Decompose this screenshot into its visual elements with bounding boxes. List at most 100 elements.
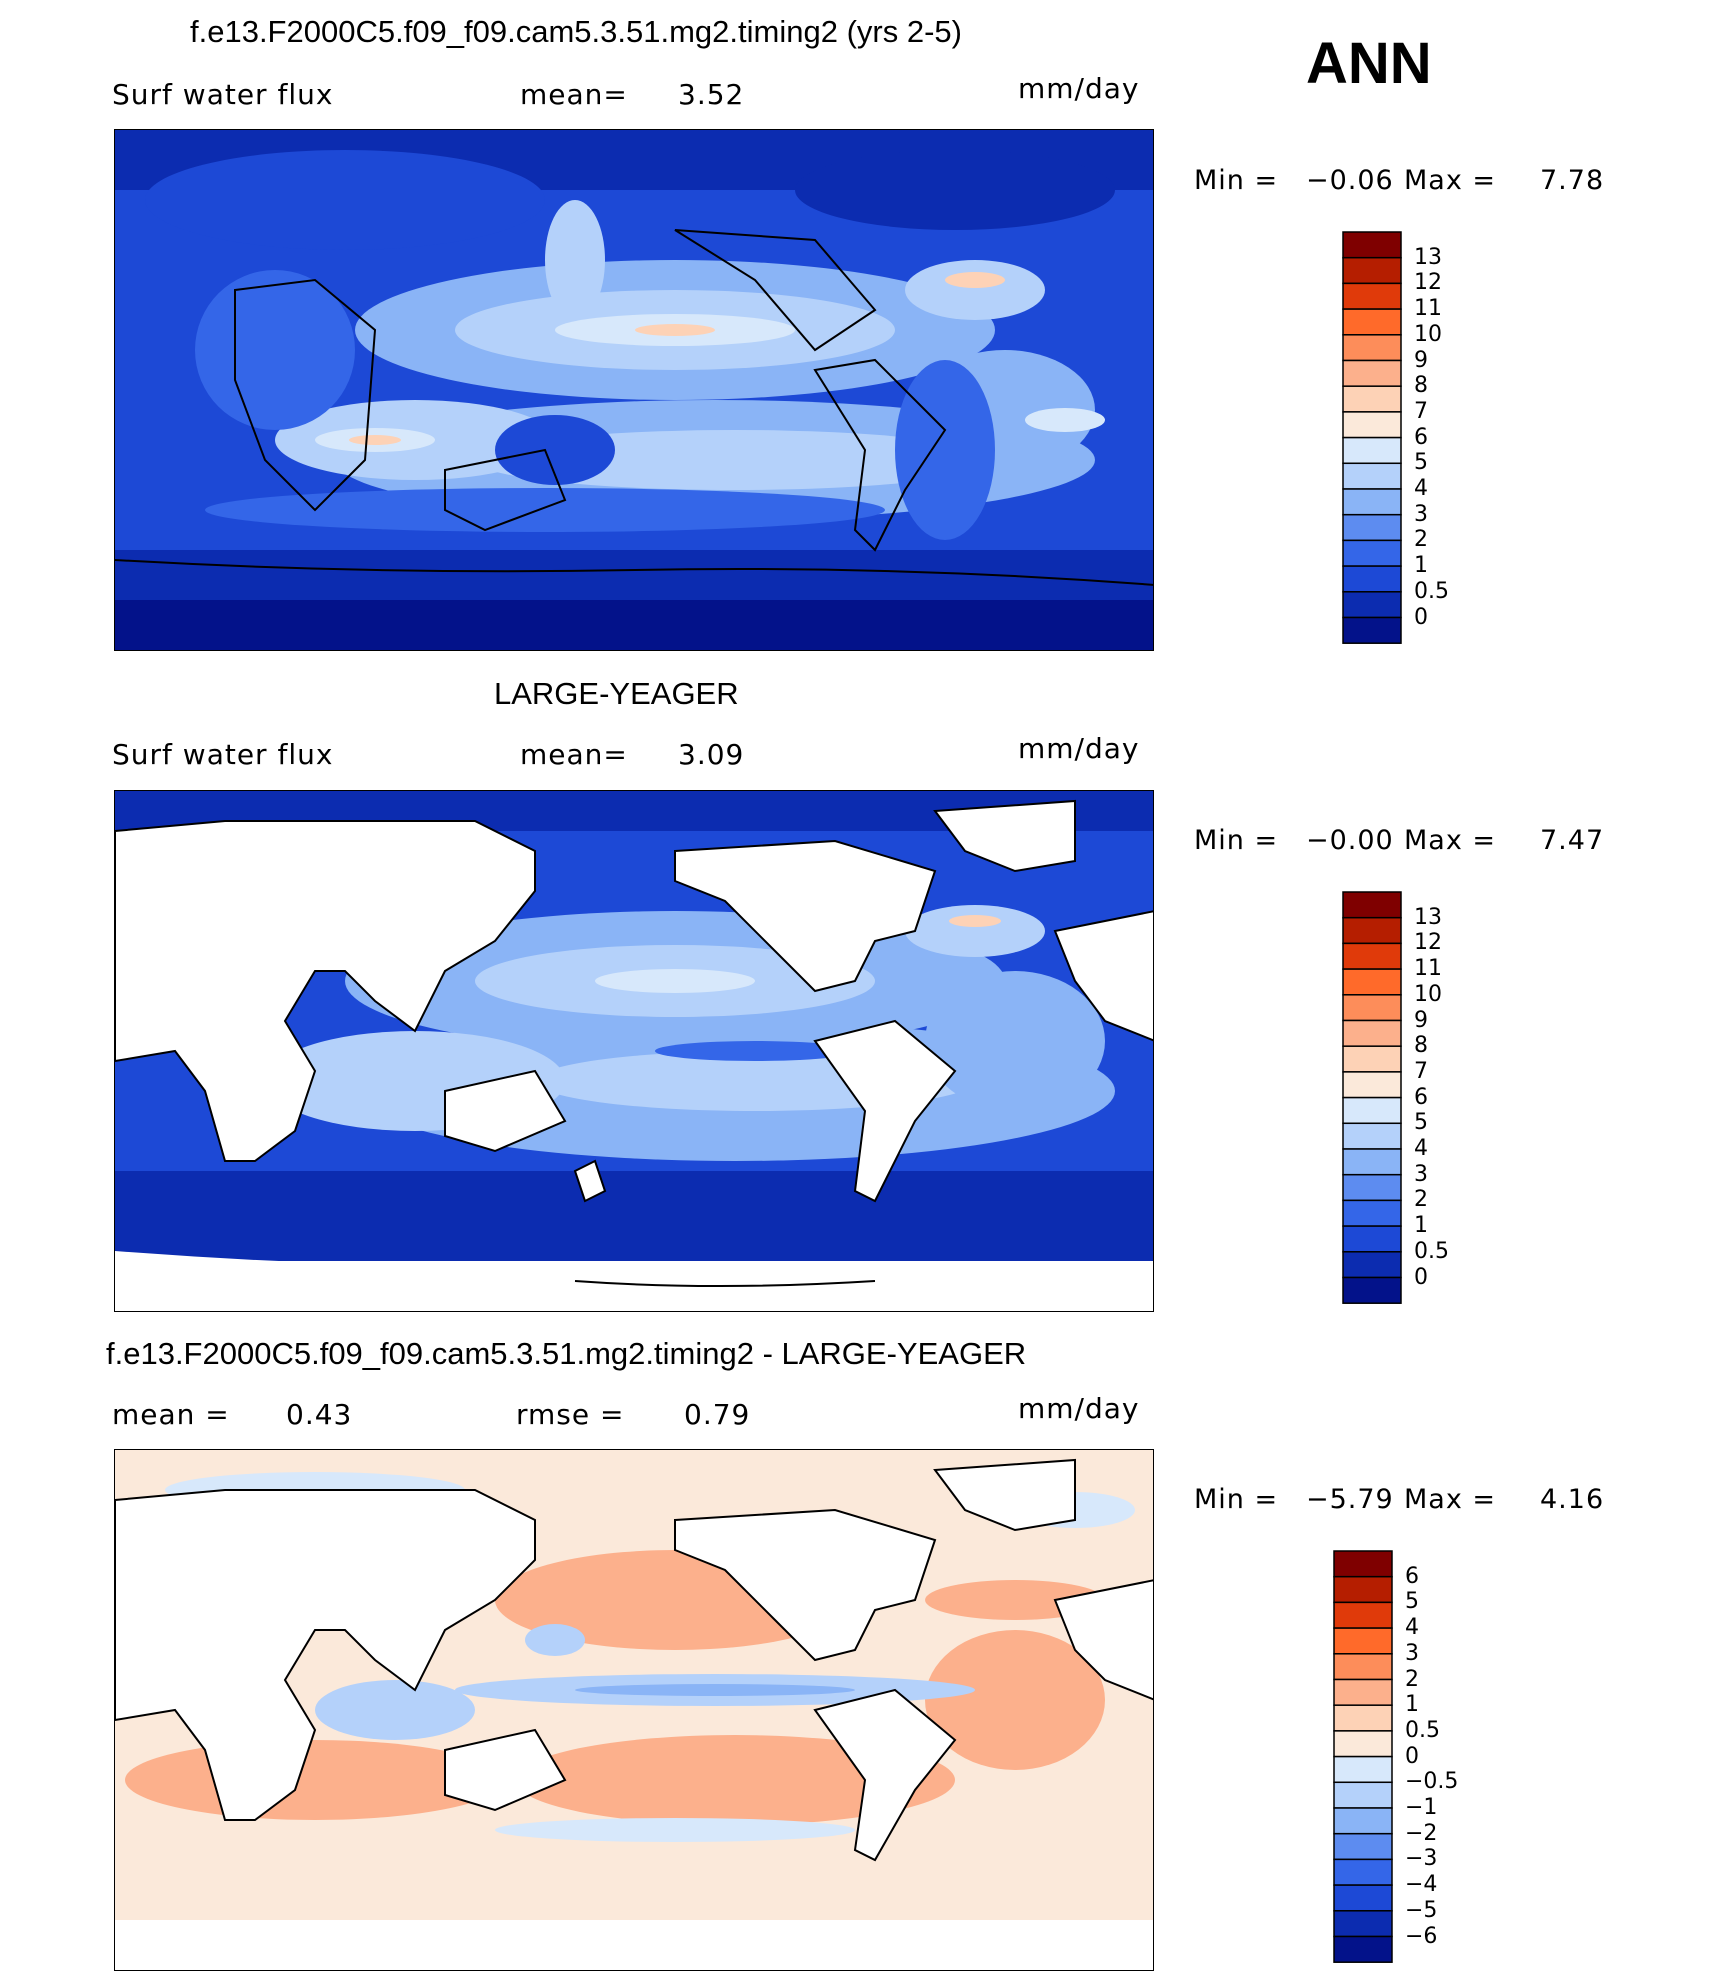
- colorbar-tick-label: −6: [1405, 1923, 1438, 1949]
- colorbar-swatch: [1333, 1678, 1393, 1706]
- colorbar-tick-label: 1: [1414, 1213, 1428, 1239]
- colorbar-swatch: [1342, 994, 1402, 1022]
- colorbar-tick-label: 2: [1405, 1666, 1419, 1692]
- panel1-max-label: Max =: [1404, 165, 1497, 196]
- colorbar-swatch: [1342, 916, 1402, 945]
- panel2-max-label: Max =: [1404, 825, 1497, 856]
- panel3-mean-value: 0.43: [286, 1398, 353, 1431]
- colorbar-tick-label: 6: [1414, 424, 1428, 450]
- colorbar-swatch: [1342, 1251, 1402, 1279]
- colorbar-swatch: [1333, 1730, 1393, 1758]
- panel3-rmse-value: 0.79: [684, 1398, 751, 1431]
- panel1-map: [114, 129, 1154, 651]
- colorbar-swatch: [1333, 1807, 1393, 1835]
- colorbar-tick-label: 6: [1414, 1084, 1428, 1110]
- colorbar-tick-label: 7: [1414, 1058, 1428, 1084]
- colorbar-tick-label: −5: [1405, 1897, 1438, 1923]
- panel1-mean-label: mean=: [520, 78, 628, 111]
- colorbar-swatch: [1333, 1755, 1393, 1784]
- panel1-max-value: 7.78: [1540, 165, 1605, 196]
- colorbar-swatch: [1342, 1096, 1402, 1125]
- colorbar-tick-label: 3: [1414, 1161, 1428, 1187]
- colorbar-tick-label: 12: [1414, 270, 1442, 296]
- colorbar-svg: [1333, 1550, 1393, 1963]
- panel3-min-label: Min =: [1194, 1484, 1279, 1515]
- colorbar-swatch: [1342, 282, 1402, 310]
- colorbar-swatch: [1342, 308, 1402, 336]
- colorbar-swatch: [1342, 359, 1402, 387]
- colorbar-tick-label: 13: [1414, 904, 1442, 930]
- colorbar-tick-label: 2: [1414, 527, 1428, 553]
- panel3-map-svg: [115, 1450, 1153, 1970]
- colorbar-swatch: [1342, 1199, 1402, 1227]
- colorbar-swatch: [1333, 1601, 1393, 1629]
- colorbar-swatch: [1342, 334, 1402, 362]
- panel3-min-value: −5.79: [1306, 1484, 1394, 1515]
- colorbar-swatch: [1333, 1627, 1393, 1655]
- colorbar-swatch: [1342, 488, 1402, 516]
- colorbar-tick-label: 3: [1414, 501, 1428, 527]
- colorbar-swatch: [1342, 231, 1402, 259]
- colorbar-swatch: [1342, 436, 1402, 465]
- panel2-map: [114, 790, 1154, 1312]
- colorbar-swatch: [1342, 616, 1402, 644]
- colorbar-tick-label: 0: [1414, 1264, 1428, 1290]
- colorbar-tick-label: 6: [1405, 1563, 1419, 1589]
- panel2-mean-label: mean=: [520, 738, 628, 771]
- colorbar-swatch: [1333, 1550, 1393, 1578]
- colorbar-swatch: [1342, 942, 1402, 970]
- colorbar-swatch: [1342, 411, 1402, 439]
- colorbar-tick-label: −3: [1405, 1846, 1438, 1872]
- colorbar-tick-label: 0: [1414, 604, 1428, 630]
- colorbar-tick-label: 7: [1414, 398, 1428, 424]
- colorbar-tick-label: 10: [1414, 321, 1442, 347]
- colorbar-tick-label: 0.5: [1405, 1717, 1440, 1743]
- panel2-mean-value: 3.09: [678, 738, 745, 771]
- season-label: ANN: [1306, 31, 1432, 96]
- panel1-map-svg: [115, 130, 1153, 650]
- panel1-min-value: −0.06: [1306, 165, 1394, 196]
- colorbar-swatch: [1342, 513, 1402, 542]
- colorbar-tick-label: 0.5: [1414, 578, 1449, 604]
- colorbar-swatch: [1342, 968, 1402, 996]
- colorbar-swatch: [1333, 1884, 1393, 1912]
- colorbar-tick-label: −1: [1405, 1795, 1438, 1820]
- colorbar-tick-label: 1: [1414, 553, 1428, 579]
- colorbar-tick-label: 9: [1414, 1007, 1428, 1033]
- panel1-min-label: Min =: [1194, 165, 1279, 196]
- colorbar-swatch: [1342, 891, 1402, 919]
- colorbar-tick-label: 3: [1405, 1640, 1419, 1666]
- colorbar-tick-label: 8: [1414, 373, 1428, 399]
- colorbar-swatch: [1333, 1858, 1393, 1886]
- colorbar-tick-label: −4: [1405, 1872, 1438, 1898]
- colorbar-tick-label: −0.5: [1405, 1769, 1459, 1795]
- panel3-max-label: Max =: [1404, 1484, 1497, 1515]
- panel2-title: LARGE-YEAGER: [494, 676, 739, 711]
- panel3-units: mm/day: [1018, 1392, 1140, 1425]
- panel2-min-value: −0.00: [1306, 825, 1394, 856]
- colorbar-tick-label: 12: [1414, 930, 1442, 956]
- colorbar-swatch: [1342, 565, 1402, 593]
- colorbar-tick-label: 0.5: [1414, 1238, 1449, 1264]
- colorbar-tick-label: 11: [1414, 296, 1442, 322]
- colorbar-tick-label: 4: [1414, 476, 1428, 501]
- colorbar-swatch: [1342, 1122, 1402, 1150]
- colorbar-tick-label: 5: [1414, 1110, 1428, 1136]
- panel3-rmse-label: rmse =: [516, 1398, 625, 1431]
- colorbar-swatch: [1333, 1832, 1393, 1861]
- colorbar-tick-label: 10: [1414, 981, 1442, 1007]
- colorbar-tick-label: 9: [1414, 347, 1428, 373]
- colorbar-swatch: [1342, 1045, 1402, 1073]
- colorbar-swatch: [1342, 1019, 1402, 1047]
- colorbar-swatch: [1342, 591, 1402, 619]
- colorbar-swatch: [1342, 1225, 1402, 1253]
- colorbar-swatch: [1342, 539, 1402, 567]
- colorbar-swatch: [1342, 1148, 1402, 1176]
- colorbar-swatch: [1342, 462, 1402, 490]
- panel1-units: mm/day: [1018, 72, 1140, 105]
- colorbar-tick-label: 4: [1414, 1136, 1428, 1161]
- colorbar-tick-label: 0: [1405, 1743, 1419, 1769]
- colorbar-swatch: [1342, 1276, 1402, 1304]
- colorbar-swatch: [1333, 1781, 1393, 1809]
- panel2-units: mm/day: [1018, 732, 1140, 765]
